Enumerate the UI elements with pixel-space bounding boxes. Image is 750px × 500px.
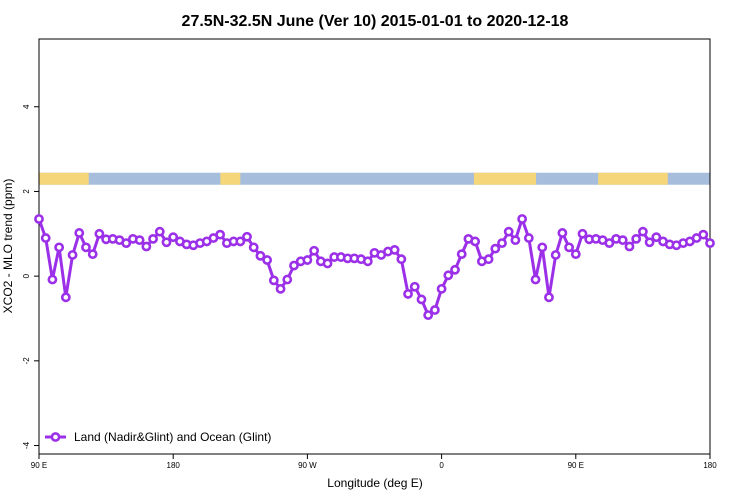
data-point (443, 270, 454, 281)
data-point (550, 250, 561, 260)
series-line (37, 217, 712, 317)
data-point (631, 233, 642, 244)
data-point (530, 274, 541, 285)
data-point (617, 235, 628, 246)
chart-title: 27.5N-32.5N June (Ver 10) 2015-01-01 to … (182, 13, 569, 30)
x-axis-label: Longitude (deg E) (327, 476, 422, 490)
data-point (47, 274, 58, 285)
data-point (154, 226, 165, 237)
surface-band-land (598, 172, 668, 185)
data-point (510, 235, 521, 246)
surface-band-land (39, 172, 89, 185)
data-point (289, 260, 299, 271)
data-point (409, 281, 420, 292)
x-tick-label: 180 (167, 461, 181, 470)
data-point (54, 242, 65, 253)
data-point (604, 238, 615, 249)
data-point (564, 242, 574, 253)
data-point (134, 235, 145, 246)
x-tick-label: 90 E (568, 461, 584, 470)
data-point (450, 264, 460, 275)
data-point (503, 226, 514, 237)
series-layer (34, 214, 715, 321)
data-point (389, 244, 400, 255)
data-point (490, 243, 501, 254)
data-point (483, 254, 494, 265)
surface-band-land (473, 172, 537, 185)
surface-band-ocean (39, 172, 710, 185)
data-point (644, 237, 655, 248)
data-point (456, 249, 467, 260)
data-point (362, 256, 373, 267)
data-point (624, 241, 635, 252)
surface-band (39, 172, 710, 185)
data-point (34, 214, 44, 224)
data-point (148, 233, 158, 244)
x-tick-label: 0 (439, 461, 444, 470)
data-point (282, 274, 293, 285)
data-point (94, 228, 105, 239)
data-point (423, 310, 434, 321)
data-point (161, 237, 172, 248)
data-point (309, 245, 320, 256)
data-point (235, 236, 246, 247)
legend: Land (Nadir&Glint) and Ocean (Glint) (45, 430, 271, 444)
data-point (436, 283, 447, 294)
data-point (168, 232, 179, 243)
y-tick-label: 2 (22, 189, 31, 194)
data-point (87, 249, 98, 260)
data-point (81, 242, 91, 253)
data-point (416, 294, 427, 305)
data-point (523, 233, 534, 243)
data-point (638, 226, 648, 237)
data-point (403, 289, 413, 299)
data-point (242, 231, 252, 242)
data-point (577, 228, 588, 239)
data-point (60, 292, 71, 303)
data-point (544, 292, 554, 303)
data-point (396, 254, 407, 265)
x-tick-label: 180 (703, 461, 717, 470)
data-point (698, 229, 709, 240)
data-point (517, 214, 528, 224)
data-point (497, 238, 507, 249)
x-tick-label: 90 W (298, 461, 317, 470)
data-point (570, 249, 581, 260)
legend-label: Land (Nadir&Glint) and Ocean (Glint) (74, 430, 271, 444)
legend-marker (50, 432, 61, 442)
y-tick-label: 4 (22, 104, 31, 109)
y-axis: -4 -2 0 2 4 (22, 104, 39, 449)
data-point (429, 305, 440, 315)
data-point (248, 242, 259, 253)
data-point (302, 255, 313, 265)
data-point (537, 242, 548, 253)
data-point (141, 241, 152, 252)
y-axis-label: XCO2 - MLO trend (ppm) (1, 179, 15, 314)
data-point (255, 250, 266, 261)
y-tick-label: 0 (22, 273, 31, 278)
data-point (268, 275, 279, 286)
surface-band-land (220, 172, 241, 185)
data-point (215, 229, 226, 240)
data-point (121, 238, 132, 249)
data-point (705, 238, 715, 249)
y-tick-label: -2 (22, 357, 31, 365)
data-point (275, 283, 286, 294)
data-point (322, 258, 333, 269)
data-point (651, 232, 662, 243)
data-point (557, 228, 568, 238)
x-axis: 90 E 180 90 W 0 90 E 180 (31, 454, 717, 470)
data-point (262, 255, 273, 265)
data-point (40, 233, 51, 243)
data-point (67, 250, 78, 260)
x-tick-label: 90 E (31, 461, 47, 470)
data-point (470, 236, 481, 247)
y-tick-label: -4 (22, 441, 31, 449)
data-point (74, 228, 85, 238)
